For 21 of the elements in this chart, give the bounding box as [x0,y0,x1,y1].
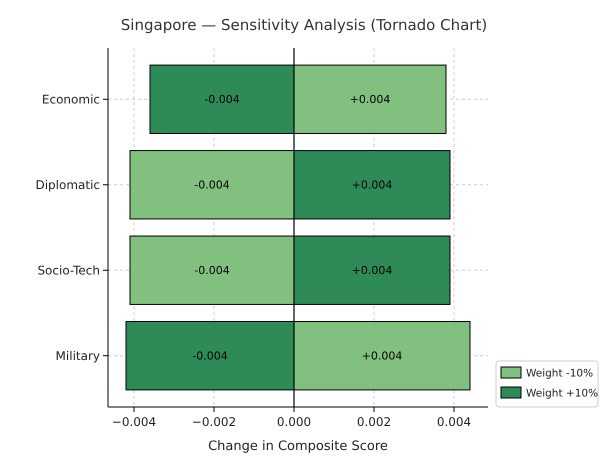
data-label: +0.004 [350,93,390,106]
data-label: -0.004 [192,350,228,363]
data-label: -0.004 [194,264,230,278]
x-tick-label: 0.002 [356,415,392,429]
chart-title: Singapore — Sensitivity Analysis (Tornado Chart) [120,16,488,34]
y-tick-label: Military [56,348,100,363]
x-tick-label: −0.004 [112,415,156,429]
legend-label: Weight -10% [526,368,594,380]
x-tick-label: −0.002 [192,415,236,429]
data-label: +0.004 [362,350,402,363]
x-axis-title: Change in Composite Score [208,439,388,454]
y-tick-label: Diplomatic [35,178,100,192]
x-tick-label: 0.004 [436,415,472,429]
data-label: +0.004 [352,264,392,278]
x-tick-label: 0.000 [276,415,312,429]
y-tick-label: Economic [42,92,100,106]
data-label: +0.004 [352,178,392,192]
y-tick-label: Socio-Tech [37,263,100,278]
data-label: -0.004 [204,93,240,106]
legend-label: Weight +10% [526,388,598,400]
data-label: -0.004 [194,178,230,192]
